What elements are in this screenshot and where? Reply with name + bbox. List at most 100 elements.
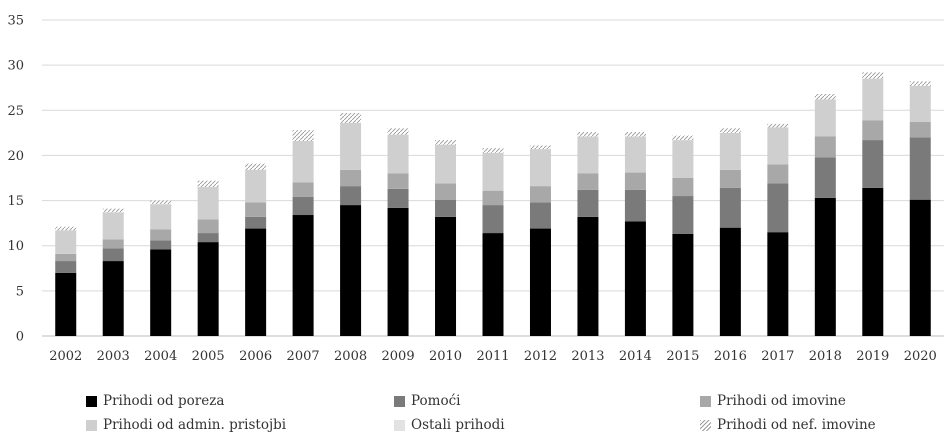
- bar-segment: [862, 120, 884, 141]
- bar-segment: [814, 99, 836, 137]
- bar-segment: [767, 164, 789, 184]
- bar-segment: [245, 228, 267, 336]
- y-tick-label: 35: [7, 14, 24, 29]
- bar-segment: [624, 136, 646, 173]
- bar-segment: [435, 183, 457, 200]
- bar-segment: [624, 221, 646, 336]
- bar-segment: [862, 78, 884, 121]
- bar-segment: [529, 186, 551, 203]
- legend-item: Prihodi od nef. imovine: [700, 415, 876, 435]
- bar-segment: [814, 197, 836, 336]
- bar-segment: [292, 140, 314, 183]
- bar-segment: [245, 169, 267, 203]
- bar-segment: [909, 81, 931, 86]
- bar-segment: [482, 152, 504, 191]
- stacked-bar-chart: 0 5 10 15 20 25 30 35 2002 2003 2004 2005 2006 2007 20…: [7, 14, 944, 365]
- x-tick-label: 2016: [714, 349, 747, 364]
- bar-segment: [529, 202, 551, 229]
- bar-segment: [435, 199, 457, 217]
- bar-segment: [387, 207, 409, 336]
- bar-segment: [719, 227, 741, 336]
- bar-segment: [862, 140, 884, 188]
- bar-segment: [245, 202, 267, 217]
- x-tick-label: 2013: [571, 349, 604, 364]
- bar-segment: [150, 240, 172, 250]
- bar-segment: [340, 122, 362, 170]
- bar-segment: [577, 189, 599, 217]
- bar-segment: [624, 172, 646, 190]
- x-tick-label: 2009: [382, 349, 415, 364]
- legend-label: Prihodi od imovine: [717, 393, 846, 409]
- bar-segment: [909, 85, 931, 123]
- bar-segment: [292, 182, 314, 197]
- bar-segment: [719, 128, 741, 133]
- bar-segment: [862, 187, 884, 336]
- legend-swatch: [86, 419, 97, 431]
- bar-segment: [814, 94, 836, 100]
- x-tick-label: 2002: [49, 349, 82, 364]
- bar-segment: [624, 189, 646, 222]
- bar-segment: [150, 229, 172, 241]
- legend-swatch: [700, 419, 711, 431]
- bar-segment: [197, 187, 219, 220]
- bar-segment: [340, 112, 362, 123]
- bar-segment: [482, 205, 504, 234]
- legend-swatch: [86, 395, 97, 407]
- bar-segment: [197, 180, 219, 188]
- legend-item: Pomoći: [394, 391, 460, 411]
- legend-item: Prihodi od poreza: [86, 391, 224, 411]
- x-tick-label: 2003: [97, 349, 130, 364]
- x-tick-label: 2010: [429, 349, 462, 364]
- bar-segment: [577, 173, 599, 190]
- x-tick-label: 2007: [287, 349, 320, 364]
- y-tick-label: 25: [7, 104, 24, 119]
- bar-segment: [55, 253, 77, 262]
- bar-segment: [577, 131, 599, 137]
- bar-segment: [672, 196, 694, 234]
- bar-segment: [150, 249, 172, 336]
- bar-segment: [482, 233, 504, 336]
- legend-swatch: [394, 419, 405, 431]
- bar-segment: [292, 215, 314, 336]
- bar-segment: [672, 135, 694, 141]
- bar-segment: [435, 140, 457, 145]
- bar-segment: [719, 132, 741, 170]
- bar-segment: [482, 190, 504, 206]
- bar-segment: [387, 128, 409, 135]
- bar-segment: [672, 233, 694, 336]
- x-tick-label: 2011: [476, 349, 509, 364]
- x-tick-label: 2019: [856, 349, 889, 364]
- legend: Prihodi od poreza Pomoći Prihodi od imovin…: [0, 384, 944, 439]
- bar-segment: [150, 200, 172, 205]
- bar-segment: [102, 261, 124, 336]
- x-tick-label: 2004: [144, 349, 177, 364]
- bar-segment: [102, 248, 124, 262]
- bar-segment: [340, 169, 362, 187]
- bar-segment: [909, 137, 931, 200]
- bar-segment: [245, 163, 267, 170]
- bar-segment: [55, 272, 77, 336]
- axis-labels: 0 5 10 15 20 25 30 35 2002 2003 2004 2005 2006 2007 20…: [7, 14, 936, 365]
- legend-swatch: [700, 395, 711, 407]
- legend-item: Prihodi od imovine: [700, 391, 846, 411]
- legend-label: Prihodi od poreza: [103, 393, 225, 409]
- bar-segment: [387, 134, 409, 174]
- bar-segment: [197, 219, 219, 234]
- bar-segment: [435, 216, 457, 336]
- bar-segment: [245, 216, 267, 229]
- bar-segment: [55, 226, 77, 231]
- bar-segment: [672, 178, 694, 197]
- bar-segment: [719, 187, 741, 228]
- bar-segment: [387, 173, 409, 189]
- bar-segment: [577, 216, 599, 336]
- bar-segment: [767, 123, 789, 128]
- bar-segment: [387, 188, 409, 208]
- bar-segment: [814, 157, 836, 198]
- bar-segment: [292, 196, 314, 216]
- x-tick-label: 2014: [619, 349, 652, 364]
- bar-segment: [767, 183, 789, 233]
- x-tick-label: 2018: [809, 349, 842, 364]
- y-tick-label: 0: [16, 330, 24, 345]
- bar-segment: [55, 230, 77, 254]
- x-tick-label: 2020: [904, 349, 937, 364]
